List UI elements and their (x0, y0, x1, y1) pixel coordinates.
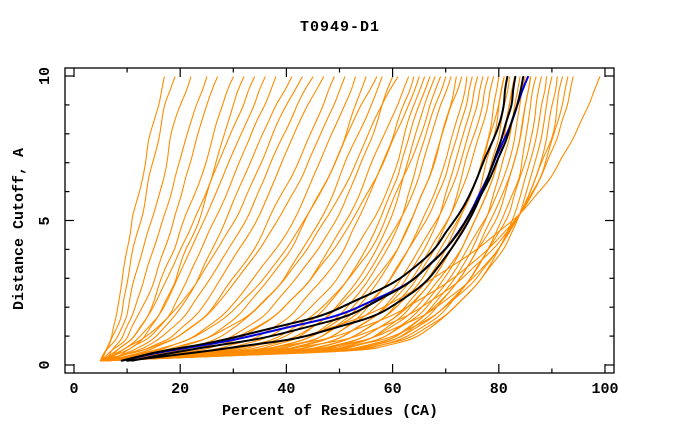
x-tick-label-0: 0 (69, 381, 79, 398)
curve-model-ensemble (99, 76, 548, 362)
curve-model-ensemble (105, 76, 314, 362)
x-tick-label-20: 20 (171, 381, 190, 398)
curve-model-ensemble (99, 76, 426, 362)
curve-model-ensemble (99, 76, 325, 362)
axis-ticks (65, 68, 614, 373)
curve-model-ensemble (105, 76, 564, 362)
curve-model-ensemble (105, 76, 505, 362)
curve-highlight-black (120, 75, 509, 362)
curve-model-ensemble (99, 76, 277, 362)
curve-model-ensemble (105, 76, 266, 362)
y-tick-label-10: 10 (37, 67, 54, 86)
curve-model-ensemble (99, 76, 383, 362)
curve-model-ensemble (105, 76, 293, 362)
curve-model-ensemble (99, 76, 165, 362)
curve-model-ensemble (105, 76, 208, 362)
y-tick-label-5: 5 (37, 216, 54, 226)
x-tick-label-60: 60 (383, 381, 402, 398)
curve-model-ensemble (99, 76, 569, 362)
curve-highlight-black (126, 75, 517, 362)
curve-model-ensemble (105, 76, 463, 362)
curve-model-ensemble (99, 76, 346, 362)
curve-model-ensemble (99, 76, 192, 362)
curve-model-ensemble (105, 76, 542, 362)
curve-model-ensemble (99, 76, 436, 362)
curve-model-ensemble (99, 76, 303, 362)
curve-highlight-black (131, 75, 525, 362)
curve-model-ensemble (110, 76, 245, 362)
curve-model-ensemble (99, 76, 256, 362)
curve-model-ensemble (105, 76, 234, 362)
curve-model-ensemble (99, 76, 505, 362)
curve-model-ensemble (99, 76, 399, 362)
chart-title: T0949-D1 (299, 19, 380, 36)
curve-model-ensemble (105, 76, 378, 362)
curve-model-ensemble (105, 76, 553, 362)
curve-model-ensemble (105, 76, 394, 362)
x-axis-label: Percent of Residues (CA) (221, 403, 439, 420)
curve-model-ensemble (105, 76, 574, 362)
curve-model-ensemble (99, 76, 218, 362)
curve-model-ensemble (105, 76, 356, 362)
curve-model-ensemble (105, 76, 410, 362)
x-tick-label-100: 100 (591, 381, 619, 398)
curve-model-ensemble (99, 76, 176, 362)
curve-model-ensemble (105, 76, 532, 362)
curve-model-ensemble (105, 76, 335, 362)
y-tick-label-0: 0 (37, 360, 54, 370)
x-tick-label-40: 40 (277, 381, 296, 398)
curve-model-ensemble (105, 76, 516, 362)
curve-model-ensemble (105, 76, 484, 362)
x-tick-label-80: 80 (489, 381, 508, 398)
